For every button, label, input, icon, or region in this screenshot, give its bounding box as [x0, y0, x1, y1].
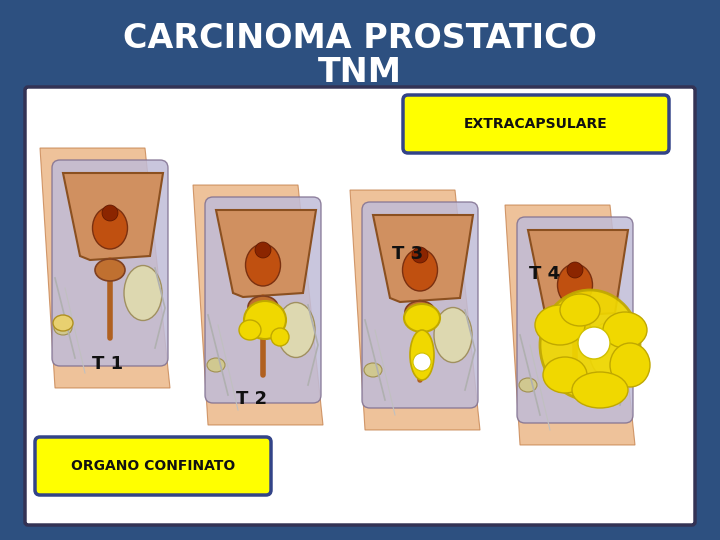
Ellipse shape [54, 321, 72, 335]
Ellipse shape [434, 307, 472, 362]
Text: T 4: T 4 [529, 265, 561, 283]
Ellipse shape [560, 294, 600, 326]
Text: T 3: T 3 [392, 245, 423, 263]
Circle shape [578, 327, 610, 359]
Text: T 2: T 2 [236, 390, 268, 408]
Circle shape [567, 262, 583, 278]
Polygon shape [350, 190, 480, 430]
Ellipse shape [244, 301, 286, 339]
Ellipse shape [410, 330, 434, 380]
Circle shape [412, 247, 428, 263]
Ellipse shape [610, 343, 650, 387]
Circle shape [102, 205, 118, 221]
Ellipse shape [277, 302, 315, 357]
Text: TNM: TNM [318, 56, 402, 89]
Ellipse shape [239, 320, 261, 340]
Polygon shape [216, 210, 316, 297]
Ellipse shape [543, 357, 587, 393]
FancyBboxPatch shape [35, 437, 271, 495]
Ellipse shape [535, 305, 585, 345]
Ellipse shape [560, 316, 590, 338]
Ellipse shape [404, 304, 440, 332]
FancyBboxPatch shape [25, 87, 695, 525]
Circle shape [255, 242, 271, 258]
Ellipse shape [540, 290, 640, 400]
Text: ORGANO CONFINATO: ORGANO CONFINATO [71, 459, 235, 473]
FancyBboxPatch shape [403, 95, 669, 153]
Text: T 1: T 1 [92, 355, 124, 373]
Ellipse shape [519, 378, 537, 392]
FancyBboxPatch shape [205, 197, 321, 403]
Ellipse shape [246, 244, 281, 286]
FancyBboxPatch shape [517, 217, 633, 423]
Ellipse shape [248, 296, 278, 318]
Ellipse shape [572, 372, 628, 408]
Polygon shape [505, 205, 635, 445]
FancyBboxPatch shape [52, 160, 168, 366]
Ellipse shape [124, 266, 162, 321]
Polygon shape [40, 148, 170, 388]
Ellipse shape [557, 264, 593, 306]
Ellipse shape [603, 312, 647, 348]
Polygon shape [193, 185, 323, 425]
Ellipse shape [271, 328, 289, 346]
Ellipse shape [402, 249, 438, 291]
Polygon shape [373, 215, 473, 302]
Text: CARCINOMA PROSTATICO: CARCINOMA PROSTATICO [123, 22, 597, 55]
Circle shape [413, 353, 431, 371]
Ellipse shape [589, 322, 627, 377]
Ellipse shape [53, 315, 73, 331]
Polygon shape [63, 173, 163, 260]
Text: EXTRACAPSULARE: EXTRACAPSULARE [464, 117, 608, 131]
Ellipse shape [364, 363, 382, 377]
Ellipse shape [92, 207, 127, 249]
Polygon shape [528, 230, 628, 317]
Ellipse shape [95, 259, 125, 281]
FancyBboxPatch shape [362, 202, 478, 408]
Ellipse shape [207, 358, 225, 372]
Ellipse shape [405, 301, 435, 323]
